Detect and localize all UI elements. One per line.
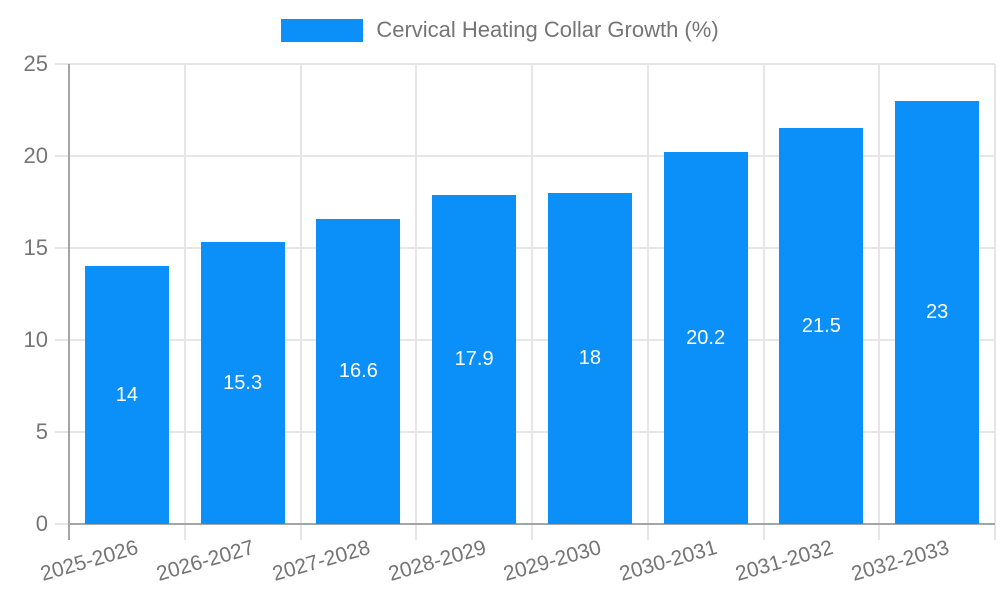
- bar: 15.3: [200, 242, 285, 524]
- bar: 18: [547, 192, 632, 524]
- legend[interactable]: Cervical Heating Collar Growth (%): [0, 17, 1000, 43]
- bar-value-label: 14: [115, 383, 138, 406]
- x-tick-label: 2026-2027: [154, 536, 257, 586]
- bar: 23: [895, 100, 980, 524]
- x-tick-label: 2030-2031: [617, 536, 720, 586]
- gridline-vertical: [762, 64, 765, 540]
- gridline-horizontal: [55, 339, 995, 341]
- x-tick-label: 2025-2026: [38, 536, 142, 586]
- gridline-horizontal: [55, 155, 995, 157]
- gridline-horizontal: [55, 247, 995, 249]
- y-tick-label: 0: [35, 511, 48, 536]
- bar: 17.9: [432, 194, 517, 524]
- bar-value-label: 16.6: [338, 359, 378, 382]
- x-tick-label: 2032-2033: [848, 536, 952, 586]
- x-tick-label: 2031-2032: [732, 536, 836, 586]
- legend-label: Cervical Heating Collar Growth (%): [376, 17, 719, 42]
- bar: 14: [84, 266, 169, 524]
- gridline-horizontal: [55, 431, 995, 433]
- bar-value-label: 21.5: [801, 314, 841, 337]
- y-tick-label: 20: [23, 143, 48, 168]
- gridline-vertical: [183, 64, 186, 540]
- x-tick-label: 2027-2028: [269, 536, 373, 586]
- gridline-vertical: [878, 64, 881, 540]
- x-tick-label: 2028-2029: [385, 536, 489, 586]
- gridline-horizontal: [55, 63, 995, 65]
- bar: 21.5: [779, 128, 864, 524]
- y-tick-label: 5: [35, 419, 48, 444]
- legend-swatch-icon: [281, 18, 364, 42]
- bar-value-label: 23: [926, 300, 949, 323]
- bar-value-label: 18: [578, 346, 601, 369]
- gridline-vertical: [646, 64, 649, 540]
- x-tick-label: 2029-2030: [501, 536, 605, 586]
- gridline-vertical: [415, 64, 418, 540]
- y-tick-label: 15: [23, 235, 48, 260]
- gridline-vertical: [994, 64, 996, 540]
- bar-value-label: 15.3: [223, 371, 263, 394]
- gridline-vertical: [299, 64, 302, 540]
- bar-value-label: 17.9: [454, 347, 494, 370]
- y-tick-label: 25: [23, 51, 48, 76]
- bar-value-label: 20.2: [686, 326, 726, 349]
- x-axis-tick: [55, 523, 69, 525]
- x-axis-line: [68, 523, 995, 525]
- gridline-vertical: [531, 64, 533, 540]
- bar: 16.6: [316, 218, 401, 524]
- y-axis-line: [68, 64, 70, 540]
- bar: 20.2: [663, 152, 748, 524]
- y-tick-label: 10: [23, 327, 48, 352]
